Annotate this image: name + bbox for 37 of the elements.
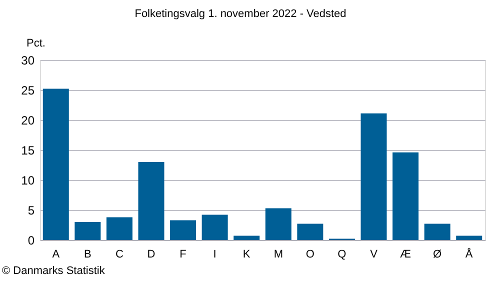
x-tick-label: K [242,248,251,260]
x-tick-label: C [115,248,124,260]
x-tick-label: Ø [433,248,442,260]
x-tick-label: A [52,248,60,260]
bar [360,113,387,240]
x-tick-label: F [180,248,187,260]
y-tick-label: 15 [21,144,35,158]
bar [392,152,419,240]
y-tick-label: 25 [21,84,35,98]
bar [265,208,292,240]
x-tick-label: D [147,248,156,260]
bar [74,222,101,240]
bar [106,217,132,240]
x-tick-label: Æ [400,248,412,260]
x-tick-label: V [370,248,378,260]
y-tick-label: 0 [28,234,35,248]
y-tick-label: 5 [28,204,35,218]
x-tick-label: M [274,248,283,260]
x-tick-label: O [306,248,315,260]
bar [456,236,482,240]
x-tick-label: I [213,248,216,260]
x-tick-label: Q [338,248,347,260]
y-axis-title: Pct. [26,38,46,50]
bar [138,162,164,240]
y-tick-label: 30 [21,54,35,68]
bar [170,220,196,240]
bar [202,214,228,240]
x-tick-label: Å [465,248,474,260]
chart-title: Folketingsvalg 1. november 2022 - Vedsted [134,8,346,20]
x-tick-label: B [84,248,92,260]
bar [424,224,450,240]
bar [42,88,69,240]
y-tick-label: 20 [21,114,35,128]
y-tick-label: 10 [21,174,35,188]
text: © Danmarks Statistik [2,265,106,277]
bar [297,224,324,240]
bar [234,236,260,240]
